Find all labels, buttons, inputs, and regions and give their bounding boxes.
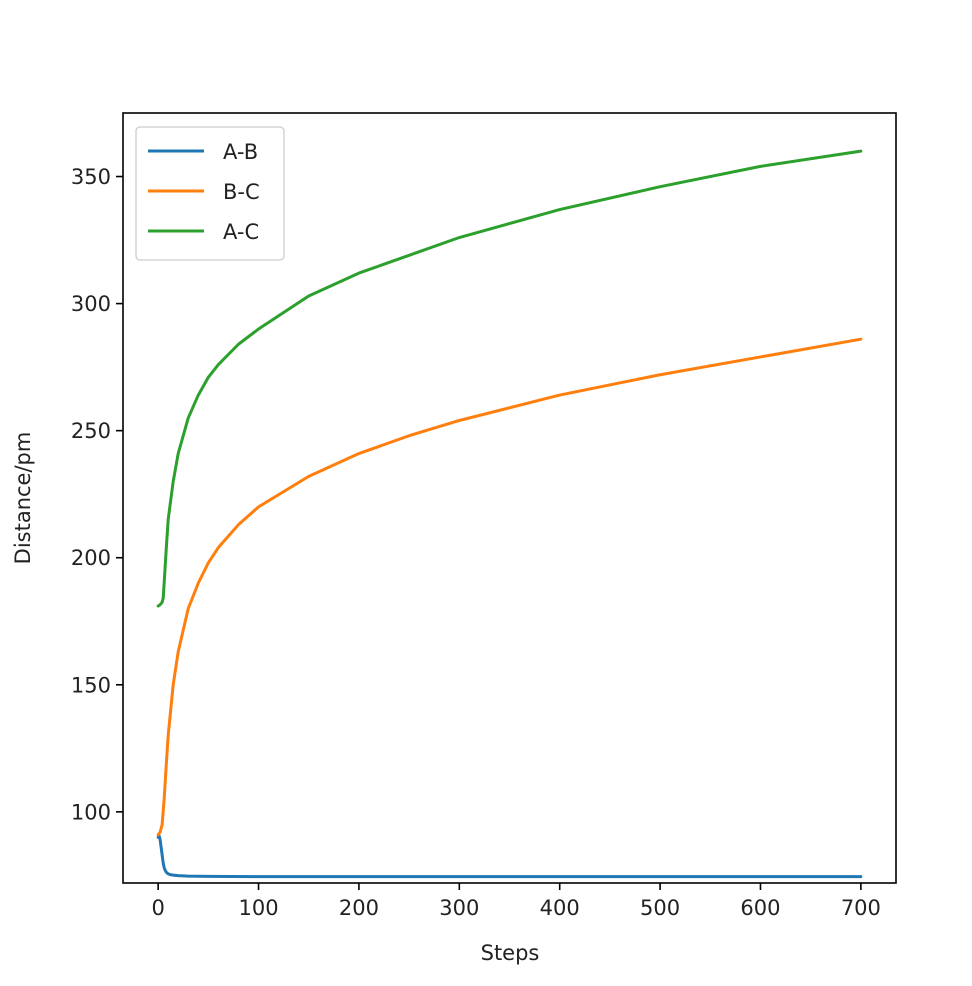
series-line-a-c bbox=[156, 149, 863, 608]
x-tick-label: 100 bbox=[238, 896, 278, 920]
x-axis-title: Steps bbox=[481, 941, 540, 965]
legend-label-a-c: A-C bbox=[223, 220, 259, 244]
x-tick-label: 300 bbox=[439, 896, 479, 920]
legend-box bbox=[135, 126, 285, 261]
y-tick-label: 200 bbox=[71, 546, 111, 570]
x-tick-label: 500 bbox=[640, 896, 680, 920]
series-line-b-c bbox=[156, 337, 863, 837]
y-tick-label: 300 bbox=[71, 292, 111, 316]
x-tick-label: 600 bbox=[740, 896, 780, 920]
y-tick-label: 150 bbox=[71, 673, 111, 697]
series-line-a-b bbox=[156, 834, 863, 879]
x-tick-label: 400 bbox=[540, 896, 580, 920]
x-tick-label: 700 bbox=[841, 896, 881, 920]
plot-frame bbox=[122, 112, 897, 884]
y-axis-title: Distance/pm bbox=[11, 432, 35, 565]
y-tick-label: 100 bbox=[71, 800, 111, 824]
y-axis: 100 150 200 250 300 350 bbox=[71, 165, 123, 824]
x-axis: 0 100 200 300 400 500 600 700 bbox=[151, 883, 881, 920]
y-tick-label: 350 bbox=[71, 165, 111, 189]
legend-label-a-b: A-B bbox=[223, 140, 258, 164]
series-layer bbox=[156, 149, 863, 879]
x-tick-label: 0 bbox=[151, 896, 164, 920]
legend: A-B B-C A-C bbox=[135, 126, 285, 261]
y-tick-label: 250 bbox=[71, 419, 111, 443]
x-tick-label: 200 bbox=[339, 896, 379, 920]
legend-label-b-c: B-C bbox=[223, 180, 260, 204]
